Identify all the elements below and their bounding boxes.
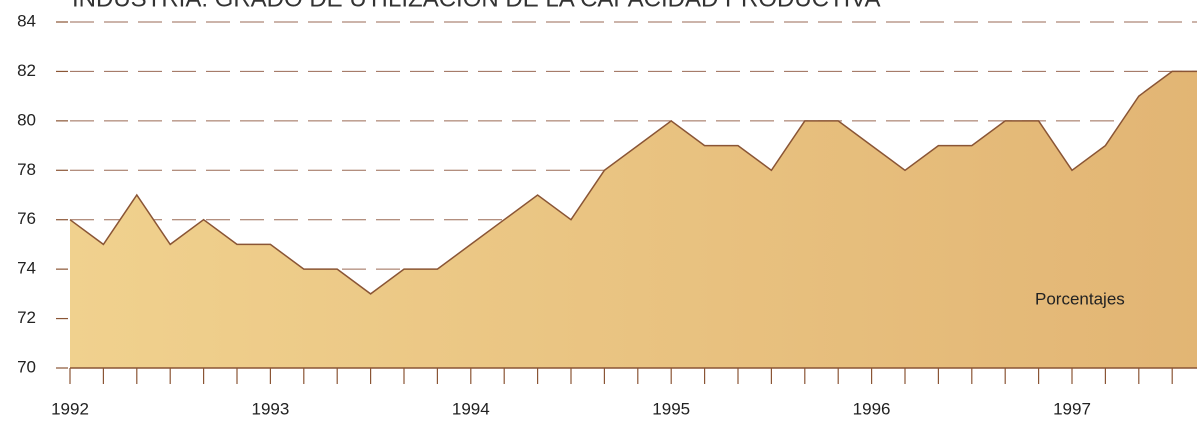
y-tick-label: 76 (17, 209, 36, 228)
y-tick-label: 84 (17, 11, 36, 30)
x-tick-label: 1992 (51, 399, 89, 418)
chart-title: INDUSTRIA: GRADO DE UTILIZACIÓN DE LA CA… (72, 0, 881, 12)
y-tick-label: 82 (17, 61, 36, 80)
y-tick-label: 74 (17, 259, 36, 278)
x-tick-label: 1995 (652, 399, 690, 418)
y-tick-label: 72 (17, 308, 36, 327)
x-tick-label: 1993 (251, 399, 289, 418)
annotation: Porcentajes (1035, 289, 1125, 308)
x-tick-label: 1997 (1053, 399, 1091, 418)
area (70, 71, 1197, 368)
y-tick-label: 78 (17, 160, 36, 179)
x-tick-label: 1994 (452, 399, 490, 418)
y-tick-label: 80 (17, 110, 36, 129)
x-tick-label: 1996 (853, 399, 891, 418)
y-tick-label: 70 (17, 357, 36, 376)
line (69, 70, 1197, 295)
